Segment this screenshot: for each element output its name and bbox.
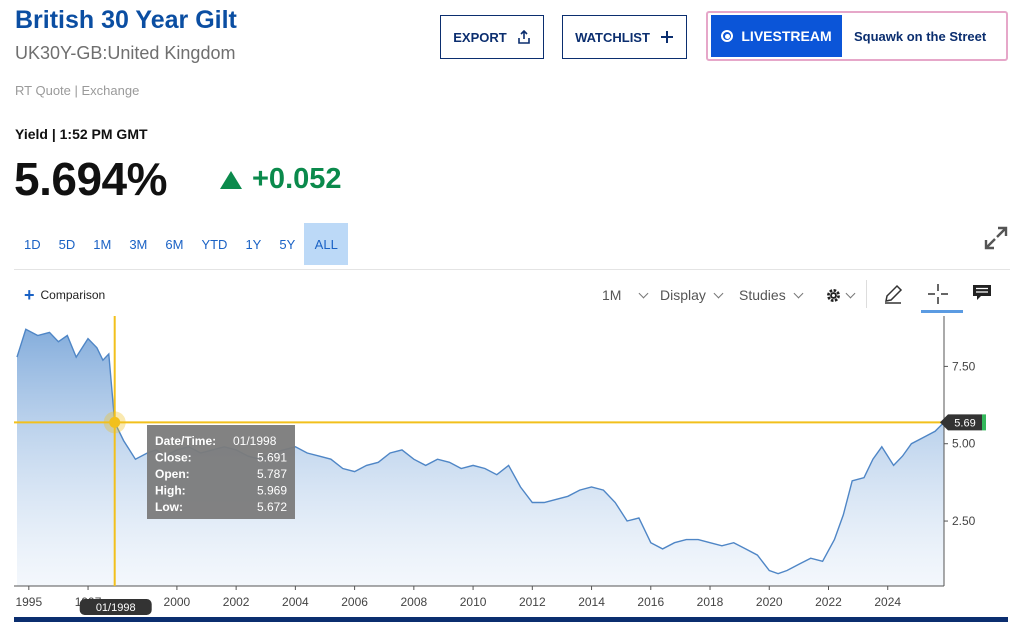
livestream-widget: LIVESTREAM Squawk on the Street bbox=[706, 11, 1008, 61]
comparison-button[interactable]: + Comparison bbox=[24, 285, 106, 305]
export-icon bbox=[517, 30, 530, 44]
tab-range-1d[interactable]: 1D bbox=[24, 236, 41, 252]
last-value-label: 5.69 bbox=[954, 417, 975, 429]
chart-bottom-bar bbox=[14, 617, 1008, 622]
tooltip-label: Open: bbox=[155, 467, 190, 481]
tooltip-value: 5.672 bbox=[257, 500, 287, 514]
watchlist-button[interactable]: WATCHLIST bbox=[562, 15, 687, 59]
x-tick-label: 2010 bbox=[460, 595, 487, 609]
x-tick-label: 2014 bbox=[578, 595, 605, 609]
price-change-value: +0.052 bbox=[252, 163, 342, 195]
tooltip-label: Low: bbox=[155, 500, 183, 514]
x-tick-label: 2004 bbox=[282, 595, 309, 609]
gear-icon bbox=[827, 288, 840, 302]
symbol-subtitle: UK30Y-GB:United Kingdom bbox=[15, 43, 236, 63]
tooltip-value: 01/1998 bbox=[233, 434, 277, 448]
series-area bbox=[17, 329, 944, 586]
tab-range-1m[interactable]: 1M bbox=[93, 236, 112, 252]
range-tabs: 1D 5D 1M 3M 6M YTD 1Y 5Y ALL bbox=[15, 223, 349, 265]
export-label: EXPORT bbox=[453, 29, 507, 45]
x-tick-label: 2024 bbox=[874, 595, 901, 609]
comment-icon[interactable] bbox=[972, 284, 992, 302]
x-tick-label: 2018 bbox=[697, 595, 724, 609]
tooltip-label: Date/Time: bbox=[155, 434, 216, 448]
yield-timestamp: Yield | 1:52 PM GMT bbox=[15, 126, 148, 142]
watchlist-label: WATCHLIST bbox=[575, 29, 650, 45]
chevron-down-icon bbox=[713, 288, 724, 298]
last-value-badge bbox=[940, 414, 982, 431]
livestream-label: LIVESTREAM bbox=[741, 28, 832, 44]
chevron-down-icon bbox=[639, 288, 649, 298]
plus-icon bbox=[660, 31, 673, 43]
page-title: British 30 Year Gilt bbox=[15, 6, 237, 34]
price-value: 5.694% bbox=[14, 153, 168, 205]
crosshair-date-label: 01/1998 bbox=[96, 602, 136, 614]
plus-icon: + bbox=[24, 285, 35, 305]
tooltip-label: High: bbox=[155, 484, 186, 498]
x-tick-label: 2008 bbox=[400, 595, 427, 609]
tab-range-ytd[interactable]: YTD bbox=[201, 236, 228, 252]
crosshair-icon[interactable] bbox=[927, 283, 949, 305]
studies-dropdown[interactable]: Studies bbox=[739, 283, 804, 307]
tab-range-3m[interactable]: 3M bbox=[129, 236, 148, 252]
x-tick-label: 2022 bbox=[815, 595, 842, 609]
comparison-label: Comparison bbox=[40, 288, 106, 302]
x-tick-label: 2016 bbox=[637, 595, 664, 609]
livestream-button[interactable]: LIVESTREAM bbox=[711, 15, 842, 57]
y-tick-label: 5.00 bbox=[952, 437, 976, 451]
x-tick-label: 2012 bbox=[519, 595, 546, 609]
pencil-icon[interactable] bbox=[882, 283, 904, 305]
active-tool-indicator bbox=[921, 310, 963, 313]
interval-dropdown[interactable]: 1M bbox=[602, 283, 649, 307]
chevron-down-icon bbox=[845, 288, 856, 298]
expand-icon[interactable] bbox=[983, 225, 1009, 251]
crosshair-marker bbox=[109, 416, 121, 428]
tooltip-value: 5.969 bbox=[257, 484, 287, 498]
price-change: +0.052 bbox=[220, 163, 342, 196]
y-tick-label: 2.50 bbox=[952, 514, 976, 528]
toolbar-divider bbox=[866, 280, 867, 308]
live-dot-icon bbox=[721, 30, 734, 42]
tooltip-value: 5.691 bbox=[257, 451, 287, 465]
x-tick-label: 2020 bbox=[756, 595, 783, 609]
x-tick-label: 2000 bbox=[164, 595, 191, 609]
crosshair-date-badge bbox=[79, 599, 152, 615]
chevron-down-icon bbox=[793, 288, 804, 298]
tooltip-box bbox=[147, 425, 295, 519]
x-tick-label: 2006 bbox=[341, 595, 368, 609]
livestream-show-link[interactable]: Squawk on the Street bbox=[854, 28, 987, 44]
x-tick-label: 2002 bbox=[223, 595, 250, 609]
x-tick-label: 1995 bbox=[15, 595, 42, 609]
quote-source-label: RT Quote | Exchange bbox=[15, 83, 140, 98]
yield-chart[interactable]: 2.505.007.501995199720002002200420062008… bbox=[14, 316, 1010, 622]
tab-range-5d[interactable]: 5D bbox=[58, 236, 76, 252]
tooltip-label: Close: bbox=[155, 451, 192, 465]
y-tick-label: 7.50 bbox=[952, 359, 976, 373]
tab-range-6m[interactable]: 6M bbox=[165, 236, 184, 252]
header-divider bbox=[14, 269, 1010, 270]
last-value-marker bbox=[982, 414, 986, 431]
export-button[interactable]: EXPORT bbox=[440, 15, 544, 59]
display-dropdown[interactable]: Display bbox=[660, 283, 724, 307]
tooltip-value: 5.787 bbox=[257, 467, 287, 481]
settings-dropdown[interactable] bbox=[825, 283, 856, 307]
studies-label: Studies bbox=[739, 287, 786, 303]
up-arrow-icon bbox=[220, 170, 242, 189]
display-label: Display bbox=[660, 287, 706, 303]
tab-range-all[interactable]: ALL bbox=[304, 223, 349, 265]
interval-label: 1M bbox=[602, 287, 622, 303]
tab-range-1y[interactable]: 1Y bbox=[245, 236, 262, 252]
tab-range-5y[interactable]: 5Y bbox=[279, 236, 296, 252]
